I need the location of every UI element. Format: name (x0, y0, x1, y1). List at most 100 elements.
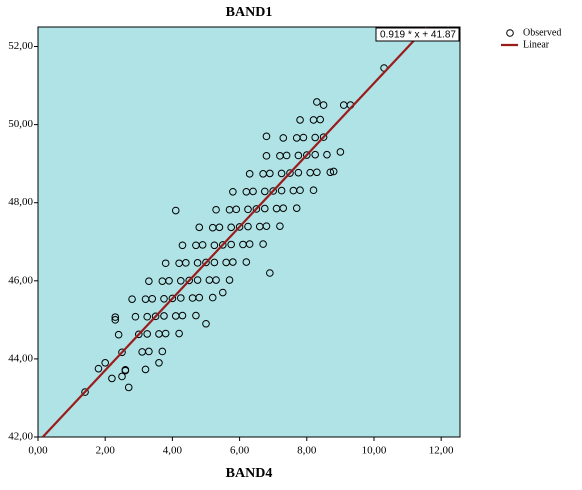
point (235, 223, 244, 231)
point (259, 240, 267, 248)
point (262, 132, 271, 141)
point (319, 101, 328, 109)
point (319, 133, 328, 141)
point (309, 116, 318, 124)
x-tick-label: 8,00 (297, 445, 317, 457)
point (227, 240, 235, 249)
y-tick-label: 42,00 (8, 431, 33, 443)
point (266, 269, 274, 277)
point (208, 223, 217, 232)
fit-line (41, 27, 428, 437)
point (94, 364, 103, 373)
point (279, 134, 288, 142)
point (277, 186, 286, 195)
point (185, 276, 193, 285)
point (225, 276, 234, 284)
point (141, 365, 150, 374)
point (294, 151, 303, 160)
point (229, 258, 237, 266)
point (131, 312, 140, 321)
chart-title: BAND1 (226, 5, 273, 20)
point (176, 277, 185, 285)
point (145, 277, 153, 286)
point (111, 313, 120, 321)
point (277, 169, 286, 178)
point (245, 240, 254, 248)
x-tick-label: 4,00 (163, 445, 183, 457)
point (178, 311, 187, 320)
point (210, 258, 219, 267)
point (260, 204, 269, 213)
legend-label: Linear (523, 39, 550, 50)
point (339, 101, 348, 109)
point (212, 276, 220, 284)
point (292, 204, 301, 212)
x-axis-label: BAND4 (226, 466, 273, 481)
x-tick-label: 12,00 (429, 445, 454, 457)
point (259, 170, 267, 178)
point (124, 383, 133, 392)
point (208, 293, 217, 302)
point (111, 316, 120, 324)
y-tick-label: 48,00 (8, 196, 33, 208)
point (286, 169, 294, 177)
point (175, 329, 183, 338)
point (242, 187, 251, 196)
point (262, 222, 271, 230)
point (114, 330, 123, 339)
point (161, 259, 170, 268)
point (313, 168, 321, 177)
point (141, 295, 150, 303)
point (168, 294, 177, 303)
point (313, 98, 321, 106)
point (158, 347, 167, 356)
point (276, 152, 284, 160)
point (329, 167, 338, 176)
point (192, 241, 200, 250)
point (245, 170, 254, 178)
point (192, 311, 200, 320)
point (262, 152, 271, 160)
point (118, 348, 126, 357)
point (229, 187, 237, 196)
point (171, 206, 180, 215)
point (294, 168, 303, 177)
x-tick-label: 10,00 (362, 445, 387, 457)
point (276, 222, 284, 230)
x-tick-label: 6,00 (230, 445, 250, 457)
y-tick-label: 52,00 (8, 40, 33, 52)
point (176, 294, 185, 302)
plot-marks (41, 27, 428, 437)
point (145, 347, 153, 356)
point (296, 116, 304, 124)
point (225, 205, 234, 214)
point (218, 241, 227, 249)
point (244, 222, 252, 231)
point (309, 186, 318, 195)
point (195, 223, 204, 232)
legend-marker (506, 29, 514, 37)
point (323, 150, 331, 159)
point (121, 366, 130, 375)
point (151, 312, 160, 321)
point (202, 319, 210, 328)
point (296, 186, 304, 195)
point (134, 330, 143, 339)
point (212, 205, 220, 214)
x-tick-label: 2,00 (96, 445, 116, 457)
point (118, 372, 126, 381)
point (302, 151, 311, 159)
point (336, 148, 345, 156)
point (175, 259, 183, 268)
point (326, 168, 335, 177)
y-tick-label: 50,00 (8, 118, 33, 130)
point (143, 312, 151, 321)
plot-area (37, 26, 461, 438)
point (269, 187, 277, 195)
point (311, 133, 319, 142)
point (260, 187, 269, 196)
equation-box (375, 27, 460, 42)
point (155, 359, 163, 367)
point (292, 134, 301, 142)
point (128, 295, 136, 303)
